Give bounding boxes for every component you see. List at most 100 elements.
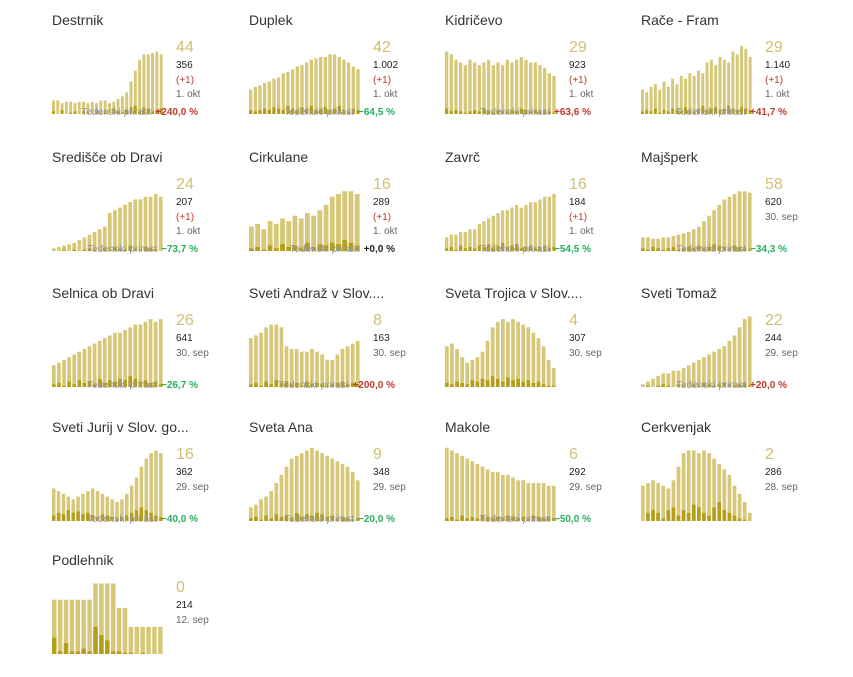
bar-chart bbox=[52, 450, 163, 521]
new-cases-bar bbox=[67, 381, 71, 387]
new-cases-bar bbox=[125, 515, 129, 521]
active-cases-bar bbox=[681, 453, 686, 521]
weekly-growth-value: −54,5 % bbox=[554, 244, 591, 255]
active-cases-bar bbox=[656, 376, 660, 387]
active-cases-bar bbox=[661, 373, 666, 387]
new-cases-bar bbox=[330, 515, 335, 521]
new-cases-bar bbox=[742, 519, 747, 521]
new-cases-bar bbox=[249, 109, 253, 114]
active-cases-bar bbox=[666, 86, 670, 114]
new-cases-bar bbox=[314, 109, 318, 114]
active-cases-bar bbox=[345, 346, 350, 387]
total-cases-value: 289 bbox=[373, 197, 390, 208]
bar-chart bbox=[641, 316, 752, 387]
new-cases-bar bbox=[496, 109, 500, 114]
active-cases-bar bbox=[122, 607, 128, 654]
new-cases-bar bbox=[140, 652, 145, 654]
total-cases-value: 307 bbox=[569, 333, 586, 344]
new-cases-bar bbox=[99, 635, 104, 654]
new-cases-bar bbox=[342, 109, 346, 114]
new-cases-bar bbox=[666, 111, 670, 114]
new-cases-bar bbox=[289, 518, 294, 521]
active-cases-bar bbox=[259, 332, 263, 387]
new-cases-bar bbox=[103, 111, 107, 114]
new-cases-bar bbox=[645, 109, 649, 114]
municipality-card: Zavrč 16 184 (+1) 1. okt Tedenski prirast −54,… bbox=[445, 149, 635, 274]
new-cases-bar bbox=[671, 246, 676, 251]
last-update-date: 1. okt bbox=[373, 226, 398, 237]
new-cases-bar bbox=[491, 112, 495, 114]
active-cases-bar bbox=[662, 81, 666, 114]
active-cases-bar bbox=[495, 321, 500, 387]
active-cases-bar bbox=[108, 213, 112, 251]
active-cases-bar bbox=[342, 191, 348, 251]
active-cases-bar bbox=[661, 237, 666, 251]
new-cases-bar bbox=[52, 515, 56, 521]
active-cases-bar bbox=[671, 480, 676, 521]
new-cases-bar bbox=[333, 108, 337, 114]
active-cases-value: 29 bbox=[765, 39, 783, 56]
active-cases-bar bbox=[487, 218, 491, 251]
active-cases-bar bbox=[129, 81, 133, 114]
new-cases-bar bbox=[712, 507, 716, 521]
new-cases-bar bbox=[487, 244, 491, 251]
new-cases-bar bbox=[449, 111, 453, 114]
active-cases-bar bbox=[707, 453, 711, 521]
new-cases-bar bbox=[473, 109, 477, 114]
new-cases-bar bbox=[345, 518, 350, 521]
new-cases-bar bbox=[691, 504, 696, 521]
active-cases-bar bbox=[697, 359, 701, 387]
new-cases-bar bbox=[254, 382, 258, 387]
active-cases-bar bbox=[732, 194, 737, 251]
active-cases-bar bbox=[445, 237, 449, 251]
active-cases-bar bbox=[742, 191, 747, 251]
active-cases-bar bbox=[134, 477, 139, 521]
active-cases-bar bbox=[671, 370, 676, 387]
new-cases-bar bbox=[511, 516, 515, 521]
active-cases-bar bbox=[102, 338, 107, 387]
active-cases-bar bbox=[153, 321, 158, 387]
new-cases-bar bbox=[688, 109, 692, 114]
new-cases-bar bbox=[658, 112, 662, 114]
new-cases-bar bbox=[77, 380, 82, 387]
new-cases-bar bbox=[66, 510, 71, 521]
new-cases-bar bbox=[319, 108, 323, 114]
active-cases-bar bbox=[99, 100, 103, 114]
new-cases-bar bbox=[258, 109, 262, 114]
active-cases-bar bbox=[289, 349, 294, 387]
new-cases-bar bbox=[735, 109, 739, 114]
active-cases-bar bbox=[646, 381, 650, 387]
active-cases-bar bbox=[249, 338, 253, 387]
new-cases-bar bbox=[52, 637, 57, 654]
new-cases-bar bbox=[129, 107, 133, 114]
new-cases-bar bbox=[485, 380, 490, 387]
weekly-growth: Tedenski prirast −50,0 % bbox=[480, 514, 591, 525]
active-cases-bar bbox=[102, 226, 107, 251]
weekly-growth: Tedenski prirast −54,5 % bbox=[480, 244, 591, 255]
active-cases-bar bbox=[112, 101, 116, 114]
chart-title: Selnica ob Dravi bbox=[52, 285, 154, 301]
new-cases-bar bbox=[732, 245, 737, 251]
active-cases-bar bbox=[465, 362, 470, 387]
new-cases-bar bbox=[342, 240, 348, 251]
new-cases-bar bbox=[510, 245, 514, 251]
municipality-card: Sveta Trojica v Slov.... 4 307 30. sep bbox=[445, 285, 635, 410]
active-cases-bar bbox=[538, 199, 542, 251]
new-cases-bar bbox=[151, 111, 154, 114]
active-cases-bar bbox=[159, 453, 163, 521]
last-update-date: 29. sep bbox=[765, 348, 798, 359]
active-cases-bar bbox=[495, 472, 500, 521]
new-cases-bar bbox=[292, 245, 298, 251]
new-cases-bar bbox=[646, 385, 650, 387]
active-cases-bar bbox=[480, 351, 485, 387]
new-cases-bar bbox=[139, 507, 144, 521]
active-cases-bar bbox=[123, 204, 127, 251]
active-cases-bar bbox=[71, 499, 75, 521]
new-cases-bar bbox=[274, 514, 279, 521]
active-cases-bar bbox=[294, 455, 299, 521]
new-cases-bar bbox=[299, 516, 304, 521]
new-cases-bar bbox=[149, 512, 153, 521]
new-cases-bar bbox=[273, 248, 279, 251]
chart-title: Podlehnik bbox=[52, 552, 114, 568]
active-cases-bar bbox=[449, 54, 453, 114]
